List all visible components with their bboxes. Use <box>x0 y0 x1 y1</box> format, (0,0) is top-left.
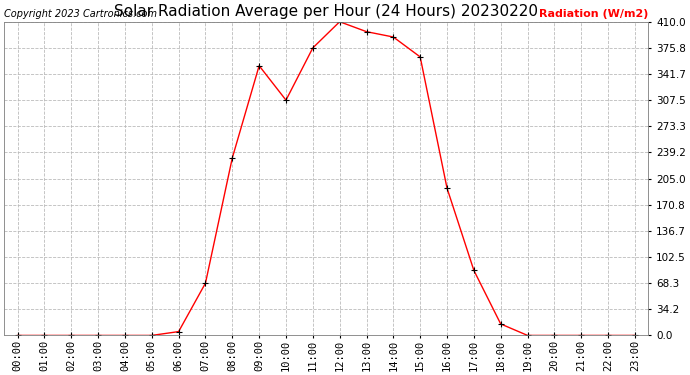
Text: Copyright 2023 Cartronics.com: Copyright 2023 Cartronics.com <box>4 9 157 19</box>
Text: Radiation (W/m2): Radiation (W/m2) <box>539 9 649 19</box>
Title: Solar Radiation Average per Hour (24 Hours) 20230220: Solar Radiation Average per Hour (24 Hou… <box>115 4 538 19</box>
